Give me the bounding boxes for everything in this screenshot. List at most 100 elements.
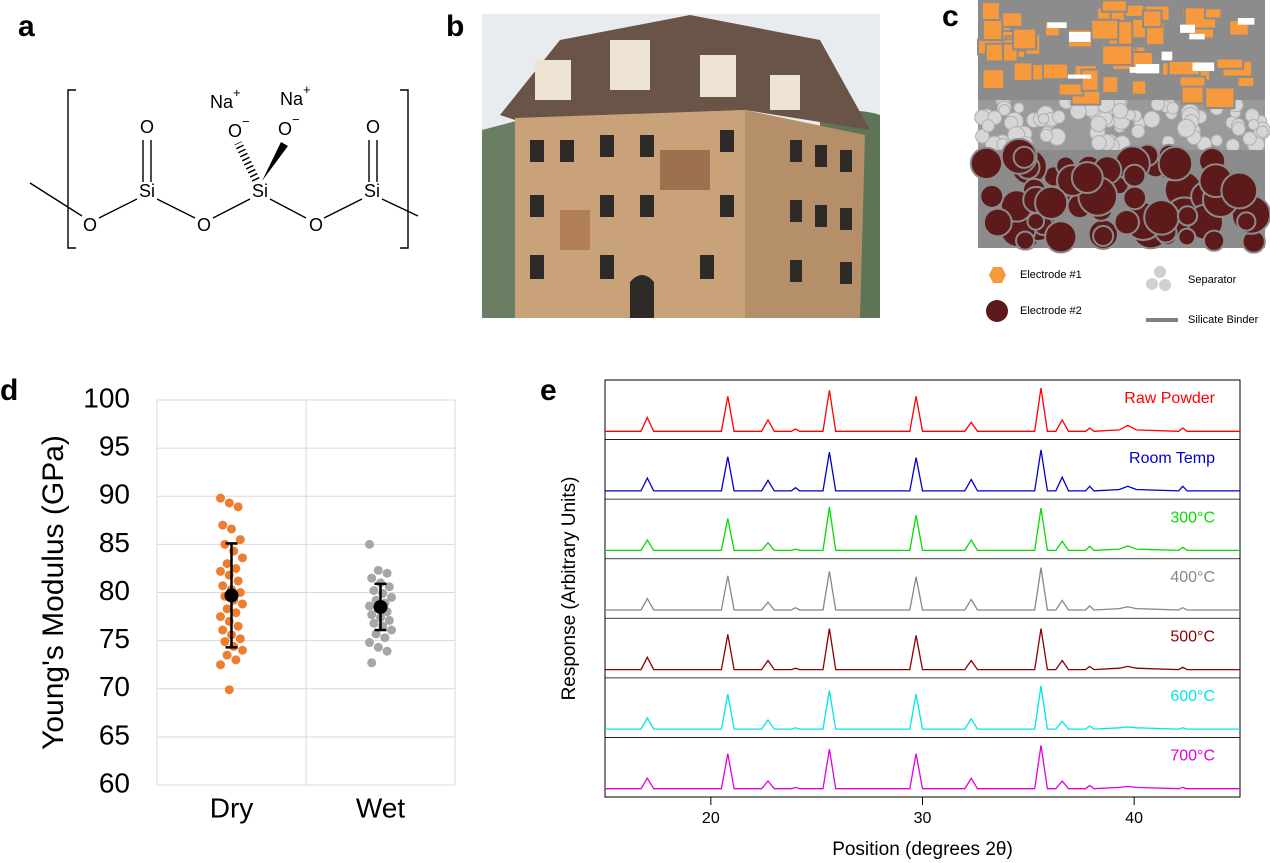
data-point <box>224 685 234 695</box>
atom: Si <box>139 181 155 201</box>
electrode-2-particle <box>1143 199 1180 236</box>
electrode-1-particle <box>1101 44 1134 66</box>
electrode-1-particle <box>1204 7 1223 20</box>
separator-particle <box>1039 128 1054 143</box>
series-label: Room Temp <box>1129 450 1215 467</box>
bond <box>29 182 419 219</box>
data-point <box>231 655 241 665</box>
series-label: 400°C <box>1170 569 1215 586</box>
electrode-1-particle <box>980 1 1001 21</box>
separator-particle <box>998 104 1011 117</box>
data-point <box>222 559 232 569</box>
electrode-1-particle <box>1178 75 1207 88</box>
electrode-2-particle <box>982 207 1013 238</box>
y-tick-label: 60 <box>99 767 130 798</box>
y-tick-label: 70 <box>99 671 130 702</box>
x-axis-label: Position (degrees 2θ) <box>832 839 1013 860</box>
y-tick-label: 65 <box>99 719 130 750</box>
x-tick-label: 40 <box>1125 810 1143 827</box>
electrode-2-particle <box>1236 211 1257 232</box>
anion: O− <box>228 114 250 140</box>
series-label: 300°C <box>1170 509 1215 526</box>
legend-label: Silicate Binder <box>1188 314 1259 326</box>
xrd-chart: Raw Powder Room Temp 300°C 400°C 500°C 600°C 7… <box>559 379 1241 860</box>
panel-label: c <box>942 0 959 33</box>
void <box>1189 33 1205 40</box>
legend-icon <box>986 300 1008 322</box>
cation: Na+ <box>280 82 311 108</box>
electrode-2-particle <box>1176 205 1199 227</box>
data-point <box>373 642 383 652</box>
electrode-2-particle <box>1034 185 1069 220</box>
separator-particle <box>1037 113 1050 125</box>
wedge-bond <box>262 142 288 181</box>
data-point <box>235 535 245 545</box>
data-point <box>216 660 225 670</box>
electrode-2-particle <box>1092 225 1115 248</box>
data-point <box>220 637 230 647</box>
void <box>1192 62 1215 71</box>
electrode-2-particle <box>1122 185 1148 211</box>
mean-marker <box>224 588 239 603</box>
y-tick-label: 95 <box>99 431 130 462</box>
atom: Si <box>364 181 380 201</box>
x-tick-label: Dry <box>210 792 254 823</box>
data-point <box>218 520 228 530</box>
y-axis-label: Response (Arbitrary Units) <box>559 477 580 701</box>
atom: O <box>309 215 323 235</box>
electrode-1-particle <box>981 68 1006 90</box>
data-point <box>231 563 241 573</box>
data-point <box>367 573 377 583</box>
data-point <box>220 539 230 549</box>
y-axis-label: Young's Modulus (GPa) <box>37 435 70 750</box>
electrode-2-particle <box>979 183 1005 209</box>
electrode-2-particle <box>1113 208 1140 236</box>
data-point <box>367 658 377 668</box>
plot-frame <box>604 379 1241 798</box>
data-point <box>365 638 374 648</box>
bracket <box>67 89 409 249</box>
separator-particle <box>1013 102 1025 114</box>
y-tick-label: 100 <box>83 382 130 413</box>
schematic-legend: Electrode #1 Electrode #2 Separator Sili… <box>986 266 1259 326</box>
data-point <box>222 604 232 614</box>
separator-particle <box>1210 134 1223 147</box>
data-point <box>238 553 247 563</box>
y-tick-label: 80 <box>99 575 130 606</box>
separator-particle <box>1231 121 1246 136</box>
panel-label: b <box>446 10 464 43</box>
electrode-2-particle <box>969 146 1004 181</box>
data-point <box>382 568 392 578</box>
double-bond <box>142 140 378 182</box>
electrode-1-particle <box>1012 27 1038 51</box>
xrd-trace <box>605 507 1240 552</box>
separator-particle <box>1090 115 1107 133</box>
electrode-1-particle <box>1117 20 1134 46</box>
electrode-2-particle <box>1177 227 1197 247</box>
electrode-1-particle <box>1041 62 1070 81</box>
legend-icon <box>1146 266 1171 291</box>
data-point <box>384 582 394 592</box>
photo <box>482 14 880 318</box>
atom: O <box>83 215 97 235</box>
separator-particle <box>1256 125 1269 138</box>
cation: Na+ <box>210 85 241 111</box>
separator-particle <box>1176 118 1196 138</box>
electrode-1-particle <box>1141 9 1163 29</box>
legend-label: Electrode #2 <box>1020 305 1082 317</box>
electrode-2-particle <box>1044 220 1078 254</box>
electrode-2-particle <box>1157 145 1194 182</box>
electrode-2-particle <box>1015 230 1036 251</box>
separator-particle <box>1247 119 1260 131</box>
legend-icon <box>989 267 1006 283</box>
void <box>1068 32 1091 42</box>
series-label: 600°C <box>1170 688 1215 705</box>
separator-particle <box>1091 135 1107 151</box>
data-point <box>382 646 392 656</box>
electrode-1-particle <box>1215 57 1245 70</box>
y-tick-label: 75 <box>99 623 130 654</box>
void <box>1047 22 1067 29</box>
data-point <box>233 502 243 512</box>
x-tick-label: 30 <box>914 810 932 827</box>
